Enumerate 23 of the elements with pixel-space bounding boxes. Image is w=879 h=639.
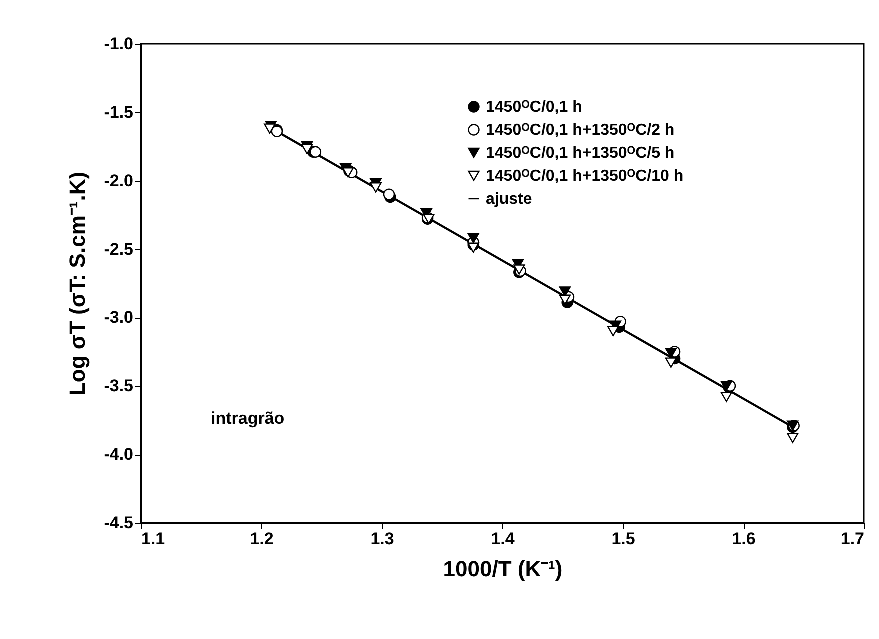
x-axis-title: 1000/T (K⁻¹) — [443, 556, 563, 582]
y-tick-label: -4.5 — [104, 514, 134, 532]
y-tick-label: -2.5 — [104, 240, 134, 259]
legend-label: 1450ᴼC/0,1 h+1350ᴼC/5 h — [486, 145, 675, 162]
y-tick-label: -3.5 — [104, 376, 134, 396]
y-tick-label: -3.0 — [104, 308, 134, 328]
x-tick-label: 1.4 — [491, 530, 516, 548]
x-tick-label: 1.6 — [732, 530, 756, 548]
y-tick-label: -1.0 — [104, 34, 134, 54]
x-tick-label: 1.2 — [250, 530, 274, 548]
x-tick-label: 1.1 — [142, 530, 166, 548]
y-tick-label: -4.0 — [104, 445, 134, 464]
legend-label: 1450ᴼC/0,1 h+1350ᴼC/10 h — [486, 168, 684, 185]
legend-label: 1450ᴼC/0,1 h — [486, 99, 582, 116]
y-axis-title: Log σT (σT: S.cm⁻¹.K) — [65, 172, 90, 396]
annotation: intragrão — [211, 409, 285, 428]
legend-label: ajuste — [486, 191, 532, 208]
y-tick-label: -1.5 — [104, 102, 134, 122]
x-tick-label: 1.5 — [612, 530, 636, 548]
y-tick-label: -2.0 — [104, 171, 134, 190]
x-tick-label: 1.3 — [370, 530, 394, 548]
x-tick-label: 1.7 — [840, 530, 864, 548]
legend-label: 1450ᴼC/0,1 h+1350ᴼC/2 h — [486, 122, 675, 139]
